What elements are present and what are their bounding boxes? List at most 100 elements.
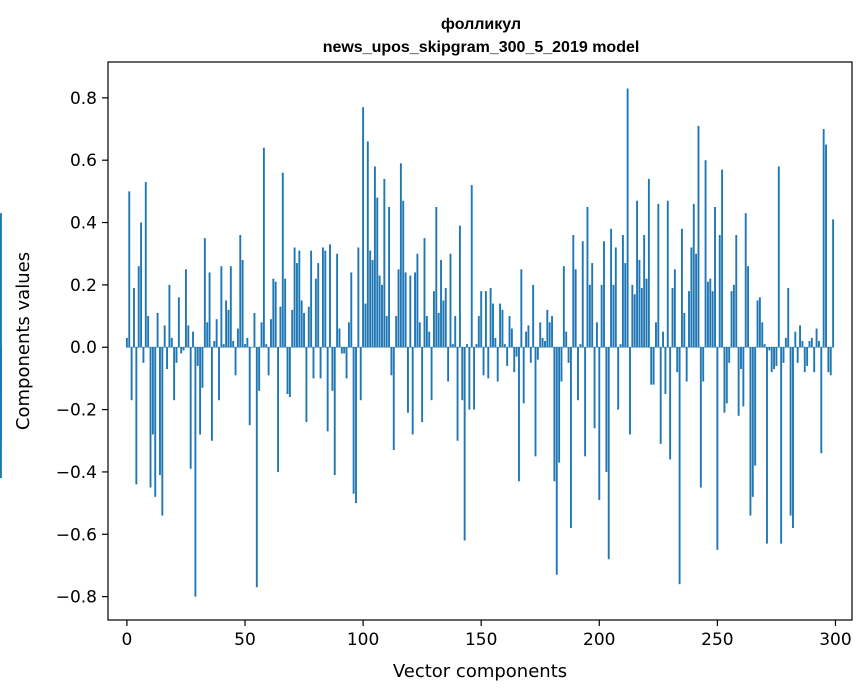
bar — [673, 269, 676, 348]
bar — [298, 250, 301, 348]
bar — [817, 341, 820, 348]
bar — [359, 347, 362, 401]
bar — [695, 253, 698, 348]
bar — [567, 347, 570, 363]
bar — [265, 344, 268, 348]
bar — [697, 125, 700, 348]
bar — [440, 259, 442, 348]
bar — [636, 200, 639, 348]
bar — [154, 347, 157, 497]
bars-group — [0, 88, 835, 597]
bar — [347, 322, 350, 348]
bar — [303, 312, 305, 348]
x-axis-label: Vector components — [393, 661, 567, 682]
bar — [286, 347, 289, 394]
bar — [725, 347, 728, 404]
bar — [690, 247, 693, 348]
bar — [610, 228, 613, 348]
bar — [832, 219, 835, 348]
bar — [234, 347, 237, 376]
bar — [458, 225, 461, 348]
bar — [166, 347, 168, 370]
bar — [310, 250, 313, 348]
bar — [572, 235, 575, 348]
bar — [246, 337, 249, 348]
bar — [218, 347, 220, 401]
bar — [541, 337, 544, 348]
bar — [350, 272, 353, 348]
bar — [706, 281, 709, 348]
bar — [447, 347, 450, 382]
bar — [480, 291, 483, 348]
bar — [624, 263, 627, 348]
bar — [555, 347, 558, 575]
bar — [633, 294, 636, 348]
bar — [518, 347, 520, 482]
bar — [456, 347, 459, 441]
bar — [520, 269, 523, 348]
bar — [173, 347, 176, 401]
bar — [551, 316, 553, 348]
bar — [418, 322, 421, 348]
bar — [314, 278, 317, 348]
x-tick-label: 50 — [234, 630, 256, 650]
y-tick-label: −0.2 — [56, 401, 97, 421]
bar — [598, 347, 601, 500]
bar — [463, 347, 466, 541]
bar — [813, 347, 816, 373]
bar — [159, 347, 161, 476]
bar — [244, 344, 246, 348]
bar — [721, 169, 724, 348]
bar — [414, 272, 416, 348]
bar — [142, 347, 145, 363]
bar — [144, 182, 147, 348]
bar — [262, 147, 265, 348]
bar — [312, 347, 315, 379]
x-axis-ticks: 0 50 100 150 200 250 300 — [121, 620, 852, 650]
bar — [803, 347, 806, 373]
bar — [544, 341, 546, 348]
bar — [175, 347, 178, 363]
bar — [626, 88, 629, 348]
bar — [411, 347, 414, 435]
y-axis-label: Components values — [13, 252, 34, 430]
bar — [732, 284, 735, 348]
bar — [487, 347, 490, 379]
bar — [203, 238, 206, 348]
bar — [407, 347, 409, 413]
bar — [281, 172, 284, 348]
bar — [685, 347, 688, 382]
bar — [577, 347, 579, 401]
bar — [402, 200, 405, 348]
bar — [475, 344, 478, 348]
bar — [761, 322, 764, 348]
bar — [416, 253, 419, 348]
bar — [650, 347, 653, 385]
bar — [168, 284, 171, 348]
bar — [669, 347, 672, 460]
bar — [699, 347, 702, 488]
bar — [366, 141, 369, 348]
bar — [777, 166, 780, 348]
bar — [272, 278, 275, 348]
bar — [357, 247, 360, 348]
bar — [321, 247, 324, 348]
bar — [409, 275, 412, 348]
bar — [820, 347, 823, 454]
bar — [692, 203, 695, 348]
bar — [222, 344, 225, 348]
bar — [591, 263, 594, 348]
bar — [229, 266, 232, 348]
bar — [806, 347, 809, 366]
bar — [808, 341, 811, 348]
x-tick-label: 100 — [347, 630, 379, 650]
bar — [754, 347, 757, 466]
bar — [569, 347, 572, 529]
bar — [437, 312, 440, 348]
bar — [558, 347, 561, 463]
bar — [799, 325, 801, 348]
y-tick-label: 0.8 — [70, 89, 97, 109]
bar — [210, 347, 213, 441]
bar — [189, 347, 192, 469]
y-tick-label: −0.8 — [56, 588, 97, 608]
